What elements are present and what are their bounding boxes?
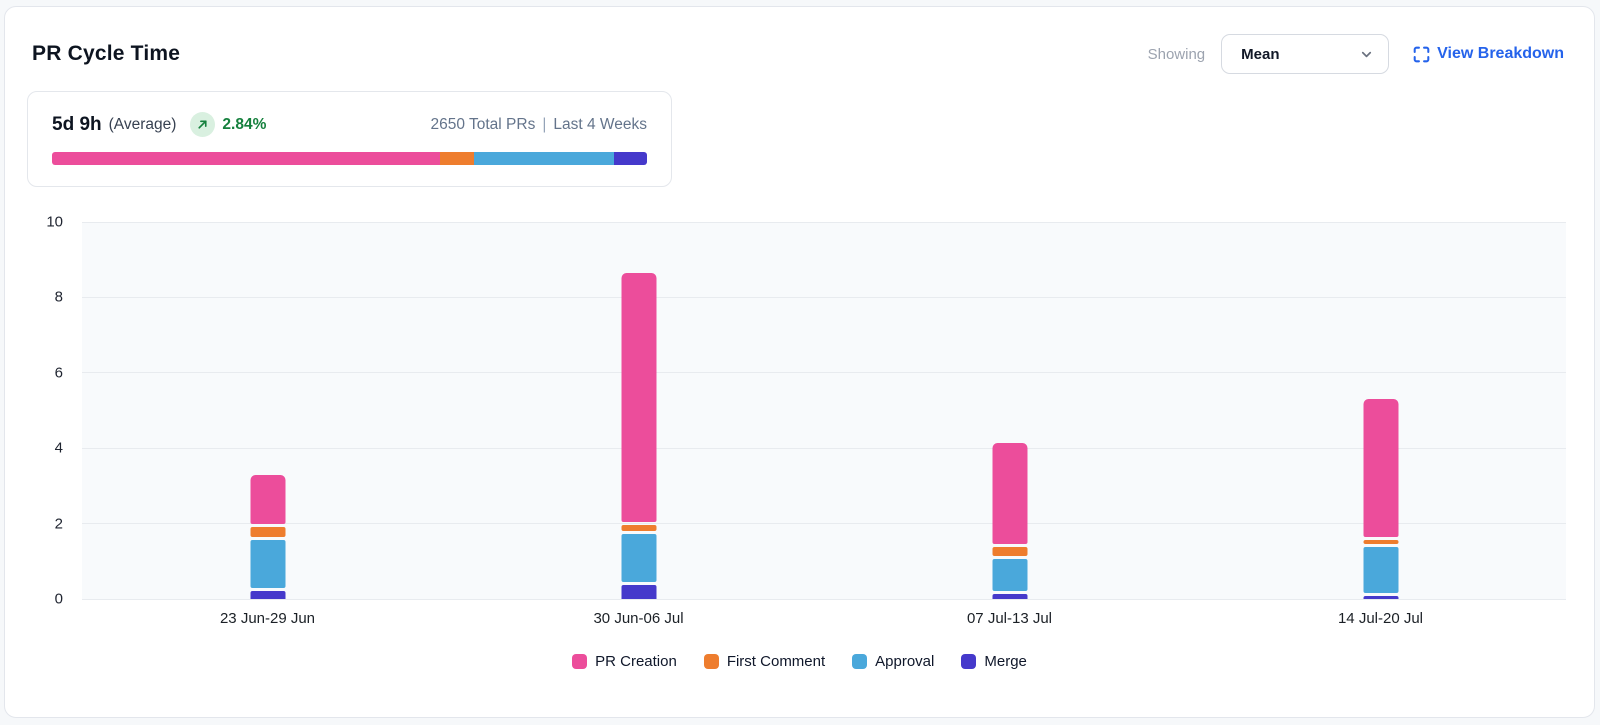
panel-header: PR Cycle Time Showing Mean View Breakdow… xyxy=(32,31,1564,77)
metric-dropdown-value: Mean xyxy=(1241,45,1280,63)
legend-label: Approval xyxy=(875,653,935,670)
bar-segment-merge[interactable] xyxy=(1363,596,1398,599)
page-title: PR Cycle Time xyxy=(32,42,181,65)
arrow-up-right-icon xyxy=(190,112,216,137)
summary-meta: 2650 Total PRs | Last 4 Weeks xyxy=(431,116,648,134)
y-axis-tick-label: 2 xyxy=(54,515,63,533)
gridline xyxy=(82,372,1566,374)
bar-segment-merge[interactable] xyxy=(250,590,285,599)
x-axis-label: 14 Jul-20 Jul xyxy=(1337,610,1424,627)
summary-card: 5d 9h (Average) 2.84% 2650 Total PRs | Las… xyxy=(27,91,672,187)
distribution-segment-pr-creation xyxy=(52,152,440,165)
y-axis-tick-label: 6 xyxy=(54,364,63,382)
bar-segment-first-comment[interactable] xyxy=(1363,539,1398,545)
x-axis-label: 07 Jul-13 Jul xyxy=(966,610,1053,627)
gridline xyxy=(82,598,1566,600)
legend-item-merge[interactable]: Merge xyxy=(961,653,1027,670)
summary-row: 5d 9h (Average) 2.84% 2650 Total PRs | Las… xyxy=(52,112,647,137)
bar-14-jul-20-jul[interactable] xyxy=(1363,222,1398,599)
legend-item-first-comment[interactable]: First Comment xyxy=(703,653,826,670)
period-label: Last 4 Weeks xyxy=(553,115,647,133)
x-axis: 23 Jun-29 Jun 30 Jun-06 Jul 07 Jul-13 Jul 1… xyxy=(82,610,1566,632)
x-axis-label: 30 Jun-06 Jul xyxy=(593,610,684,627)
view-breakdown-button[interactable]: View Breakdown xyxy=(1413,45,1564,63)
metric-dropdown[interactable]: Mean xyxy=(1221,34,1390,74)
view-breakdown-label: View Breakdown xyxy=(1437,45,1564,62)
bar-07-jul-13-jul[interactable] xyxy=(992,222,1027,599)
x-axis-label: 23 Jun-29 Jun xyxy=(219,610,316,627)
bar-23-jun-29-jun[interactable] xyxy=(250,222,285,599)
legend-swatch xyxy=(703,654,719,669)
distribution-segment-approval xyxy=(474,152,614,165)
bar-segment-pr-creation[interactable] xyxy=(621,272,656,522)
plot-area xyxy=(82,221,1566,600)
y-axis-tick-label: 8 xyxy=(54,288,63,306)
bar-segment-approval[interactable] xyxy=(621,534,656,583)
legend-swatch xyxy=(852,654,868,669)
showing-label: Showing xyxy=(1147,45,1206,63)
y-axis-tick-label: 4 xyxy=(54,439,63,457)
legend-label: PR Creation xyxy=(595,653,677,670)
trend-indicator: 2.84% xyxy=(190,112,266,137)
y-axis-tick-label: 0 xyxy=(54,590,63,608)
legend-item-pr-creation[interactable]: PR Creation xyxy=(572,653,677,670)
bar-segment-approval[interactable] xyxy=(992,558,1027,592)
legend-swatch xyxy=(961,654,977,669)
chart-legend: PR Creation First Comment Approval Merge xyxy=(5,653,1594,670)
bar-segment-merge[interactable] xyxy=(992,594,1027,599)
trend-percentage: 2.84% xyxy=(222,115,267,133)
y-axis-tick-label: 10 xyxy=(46,213,63,231)
bar-segment-pr-creation[interactable] xyxy=(1363,399,1398,537)
bar-segment-first-comment[interactable] xyxy=(992,547,1027,556)
average-suffix: (Average) xyxy=(108,115,177,133)
expand-icon xyxy=(1413,46,1430,63)
bar-segment-approval[interactable] xyxy=(250,539,285,588)
bar-segment-merge[interactable] xyxy=(621,585,656,599)
legend-label: First Comment xyxy=(726,653,826,670)
header-controls: Showing Mean View Breakdown xyxy=(1148,34,1564,74)
bar-30-jun-06-jul[interactable] xyxy=(621,222,656,599)
y-axis: 0 2 4 6 8 10 xyxy=(5,214,63,608)
gridline xyxy=(82,221,1566,223)
pr-cycle-time-panel: PR Cycle Time Showing Mean View Breakdow… xyxy=(4,6,1595,718)
bar-segment-approval[interactable] xyxy=(1363,547,1398,594)
legend-label: Merge xyxy=(984,653,1027,670)
bar-segment-first-comment[interactable] xyxy=(250,526,285,537)
legend-swatch xyxy=(572,654,588,669)
legend-item-approval[interactable]: Approval xyxy=(852,653,934,670)
cycle-distribution-bar xyxy=(52,152,647,165)
total-prs-label: 2650 Total PRs xyxy=(430,115,536,133)
gridline xyxy=(82,523,1566,525)
meta-separator: | xyxy=(542,115,547,133)
distribution-segment-merge xyxy=(613,152,647,165)
bar-segment-first-comment[interactable] xyxy=(621,524,656,532)
gridline xyxy=(82,296,1566,298)
bar-segment-pr-creation[interactable] xyxy=(250,474,285,524)
average-value: 5d 9h xyxy=(52,113,102,135)
chevron-down-icon xyxy=(1359,47,1374,62)
distribution-segment-first-comment xyxy=(439,152,475,165)
gridline xyxy=(82,447,1566,449)
bar-segment-pr-creation[interactable] xyxy=(992,442,1027,545)
